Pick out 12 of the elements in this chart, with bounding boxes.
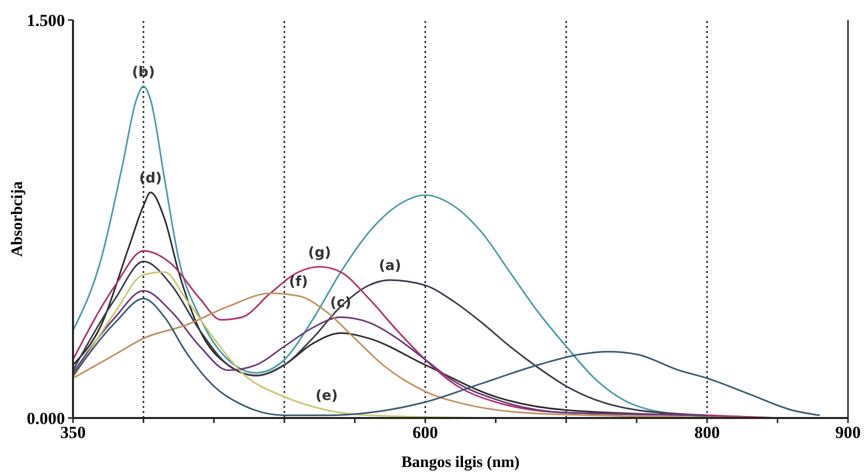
x-tick-label: 800	[694, 423, 720, 442]
annotation: (g)	[308, 244, 332, 261]
annotation: (f)	[289, 274, 308, 290]
annotation: (b)	[132, 64, 155, 80]
annotation: (a)	[378, 258, 402, 274]
y-axis-title: Absorbcija	[9, 181, 26, 257]
x-tick-label: 900	[835, 423, 861, 442]
annotation: (d)	[139, 170, 162, 186]
annotation: (e)	[315, 388, 338, 404]
x-tick-label: 600	[412, 423, 438, 442]
y-tick-label: 1.500	[26, 10, 65, 30]
x-axis-title: Bangos ilgis (nm)	[401, 454, 520, 471]
